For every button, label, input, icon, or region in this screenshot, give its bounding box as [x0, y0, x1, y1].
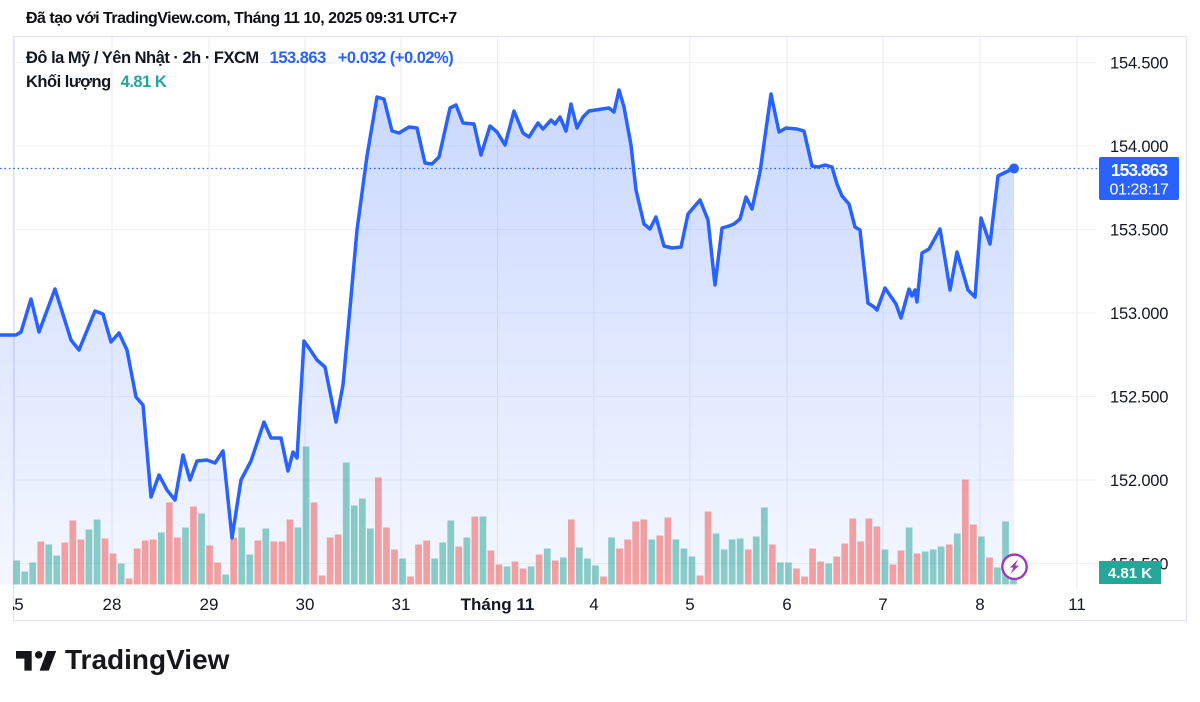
svg-text:TradingView: TradingView: [65, 644, 230, 675]
svg-text:152.000: 152.000: [1110, 472, 1168, 490]
svg-text:4.81 K: 4.81 K: [1108, 565, 1152, 582]
svg-text:153.000: 153.000: [1110, 305, 1168, 323]
svg-text:Đã tạo với TradingView.com, Th: Đã tạo với TradingView.com, Tháng 11 10,…: [26, 10, 457, 27]
svg-text:152.500: 152.500: [1110, 389, 1168, 407]
svg-text:Tháng 11: Tháng 11: [461, 595, 535, 614]
svg-text:6: 6: [782, 595, 791, 614]
svg-text:5: 5: [685, 595, 694, 614]
svg-text:7: 7: [878, 595, 887, 614]
svg-text:154.000: 154.000: [1110, 138, 1168, 156]
svg-text:29: 29: [200, 595, 219, 614]
svg-text:4: 4: [589, 595, 598, 614]
svg-text:28: 28: [103, 595, 122, 614]
svg-text:153.500: 153.500: [1110, 222, 1168, 240]
svg-text:8: 8: [975, 595, 984, 614]
svg-text:153.863: 153.863: [1111, 160, 1169, 180]
svg-text:31: 31: [392, 595, 411, 614]
svg-text:5: 5: [14, 595, 23, 614]
svg-text:30: 30: [296, 595, 315, 614]
svg-text:11: 11: [1068, 595, 1086, 614]
svg-text:Đô la Mỹ / Yên Nhật · 2h · FXC: Đô la Mỹ / Yên Nhật · 2h · FXCM 153.863 +0…: [26, 49, 453, 67]
svg-text:154.500: 154.500: [1110, 55, 1168, 73]
svg-text:01:28:17: 01:28:17: [1109, 182, 1169, 199]
